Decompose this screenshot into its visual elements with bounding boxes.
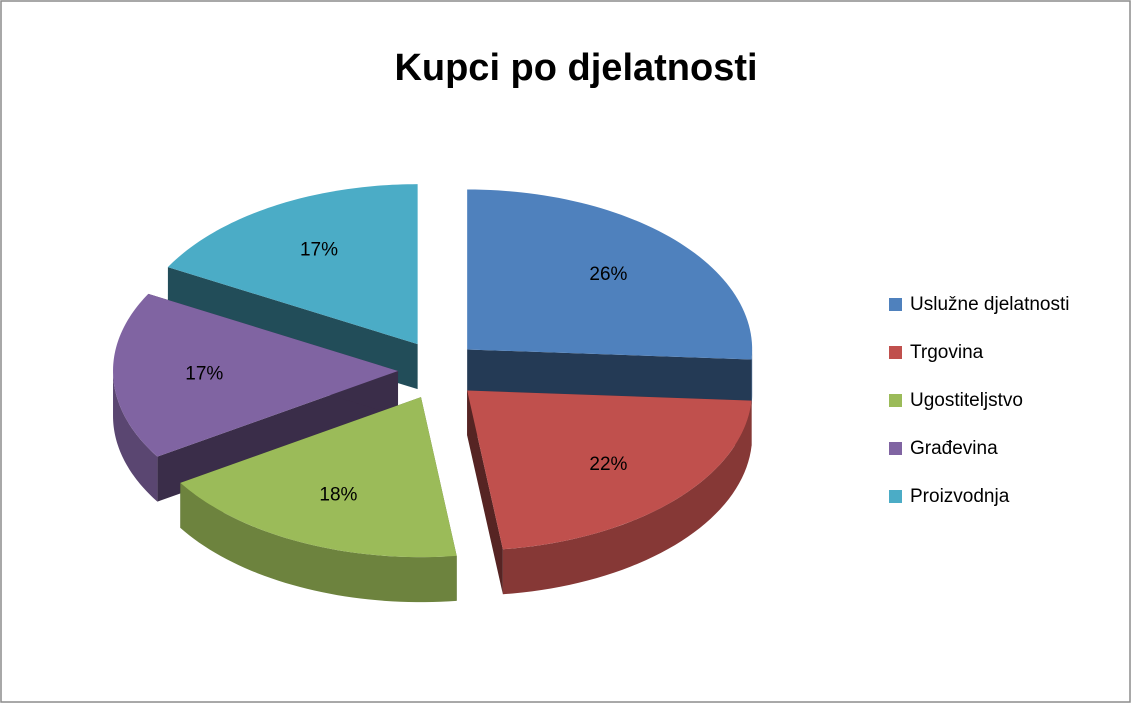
data-label: 22%: [589, 454, 627, 475]
legend-label: Uslužne djelatnosti: [910, 294, 1069, 315]
legend-swatch: [889, 394, 902, 407]
pie-slice: [180, 397, 457, 558]
data-label: 17%: [300, 240, 338, 261]
legend-label: Ugostiteljstvo: [910, 390, 1023, 411]
slice-side: [751, 349, 753, 405]
pie-slice: [467, 189, 753, 360]
legend-swatch: [889, 442, 902, 455]
slice-side: [180, 482, 457, 603]
pie-slice: [113, 293, 399, 457]
data-label: 26%: [589, 264, 627, 285]
pie-slice: [167, 184, 418, 345]
legend-swatch: [889, 346, 902, 359]
legend-swatch: [889, 490, 902, 503]
slice-side: [113, 370, 158, 502]
pie-slice: [467, 390, 752, 550]
data-label: 17%: [185, 363, 223, 384]
slice-side: [467, 349, 752, 405]
slice-side: [467, 390, 503, 595]
legend-label: Trgovina: [910, 342, 984, 363]
data-label: 18%: [319, 485, 357, 506]
legend-label: Građevina: [910, 438, 998, 459]
slice-side: [502, 400, 752, 595]
chart-title: Kupci po djelatnosti: [394, 47, 757, 89]
legend-label: Proizvodnja: [910, 486, 1010, 507]
slice-side: [157, 370, 399, 502]
legend-swatch: [889, 298, 902, 311]
